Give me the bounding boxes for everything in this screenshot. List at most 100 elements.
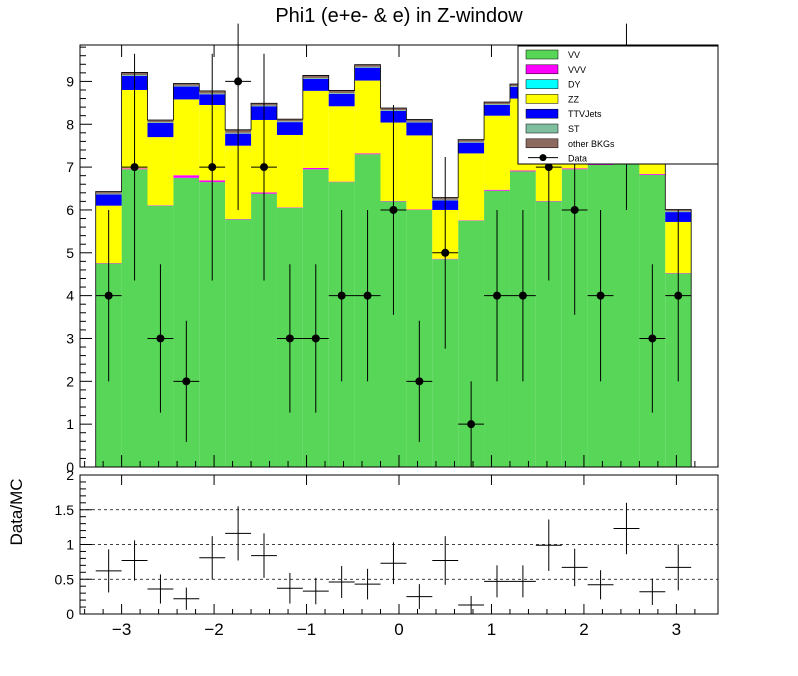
stack-bar-ttvjets [484,104,510,116]
stack-bar-zz [173,99,200,176]
stack-bar-other-bkgs [328,90,355,93]
stack-bar-vvv [639,173,666,175]
data-point [285,334,294,343]
y-tick-label: 5 [66,245,74,261]
legend-swatch [525,79,559,89]
data-point [415,377,424,386]
x-tick-label: 0 [394,620,403,639]
chart-title: Phi1 (e+e- & e) in Z-window [275,5,523,27]
stack-bar-vv [225,219,252,467]
legend-swatch [525,64,559,75]
x-tick-label: −3 [112,620,131,639]
stack-bar-vvv [509,170,536,172]
stack-bar-st [95,193,122,195]
y-tick-label: 0 [66,459,74,475]
ratio-y-tick-label: 1 [66,537,74,553]
stack-bar-ttvjets [328,93,355,107]
data-point [363,291,372,300]
y-tick-label: 1 [66,416,74,432]
legend-swatch [525,94,559,104]
stack-bar-ttvjets [354,67,381,81]
x-tick-label: −2 [204,620,223,639]
stack-bar-vvv [587,164,614,165]
y-tick-label: 2 [66,373,74,389]
data-point [311,334,320,343]
ratio-y-tick-label: 0 [66,606,74,622]
data-point [130,163,139,172]
ratio-y-axis-label: Data/MC [7,478,26,545]
y-tick-label: 6 [66,202,74,218]
stack-bar-other-bkgs [147,119,174,123]
data-point [596,291,605,300]
legend-label: VV [568,50,580,60]
stack-bar-st [406,121,433,123]
legend-swatch [525,138,559,149]
stack-bar-zz [484,115,510,190]
ratio-y-tick-label: 1.5 [55,502,75,518]
data-point [104,291,113,300]
stack-bar-st [147,122,174,123]
stack-bar-ttvjets [458,142,485,154]
stack-bar-vv [613,162,640,467]
legend-label: VVV [568,65,586,75]
stack-bar-other-bkgs [484,101,510,105]
y-tick-label: 9 [66,73,74,89]
legend-swatch [525,49,559,60]
data-point [648,334,657,343]
data-point [467,420,476,429]
data-point [234,77,243,86]
stack-bar-st [302,77,329,79]
data-point [493,291,502,300]
stack-bar-vvv [302,167,329,170]
stack-bar-st [328,92,355,94]
legend-label: other BKGs [568,139,615,149]
stack-bar-ttvjets [406,122,433,136]
stack-bar-ttvjets [147,122,174,138]
stack-bar-ttvjets [173,86,200,100]
legend-data-marker [539,154,547,162]
stack-bar-zz [302,90,329,168]
y-tick-label: 3 [66,330,74,346]
stack-bar-vvv [484,189,510,191]
legend-label: ZZ [568,94,579,104]
legend-label: DY [568,80,581,90]
x-tick-label: 2 [579,620,588,639]
x-tick-label: 1 [487,620,496,639]
ratio-y-tick-label: 0.5 [55,571,75,587]
legend-swatch [525,108,559,119]
legend-swatch [525,123,559,134]
stack-bar-other-bkgs [302,75,329,78]
stack-bar-other-bkgs [354,64,381,67]
data-point [518,291,527,300]
data-point [389,205,398,214]
ratio-plot: 0 0.5 1 1.5 2 −3 −2 −1 0 1 2 3 [55,467,719,639]
stack-bar-ttvjets [95,194,122,206]
stack-bar-zz [458,153,485,221]
stack-bar-vvv [173,175,200,178]
data-point [260,163,269,172]
stack-bar-ttvjets [276,122,303,135]
data-point [337,291,346,300]
stack-bar-zz [328,106,355,182]
legend-label: ST [568,124,580,134]
stack-bar-other-bkgs [276,119,303,122]
data-point [156,334,165,343]
y-tick-label: 4 [66,288,74,304]
stack-bar-st [276,121,303,123]
stack-bar-st [484,104,510,105]
data-point [544,163,553,172]
stack-bar-other-bkgs [95,191,122,194]
stack-bar-ttvjets [302,78,329,91]
stack-bar-st [173,85,200,87]
stack-bar-other-bkgs [173,83,200,86]
ratio-y-tick-label: 2 [66,467,74,483]
x-tick-label: 3 [672,620,681,639]
y-tick-label: 8 [66,116,74,132]
legend-label: TTVJets [568,109,602,119]
legend-label: Data [568,154,587,164]
data-point [441,248,450,257]
y-tick-label: 7 [66,159,74,175]
stack-bar-other-bkgs [458,139,485,142]
